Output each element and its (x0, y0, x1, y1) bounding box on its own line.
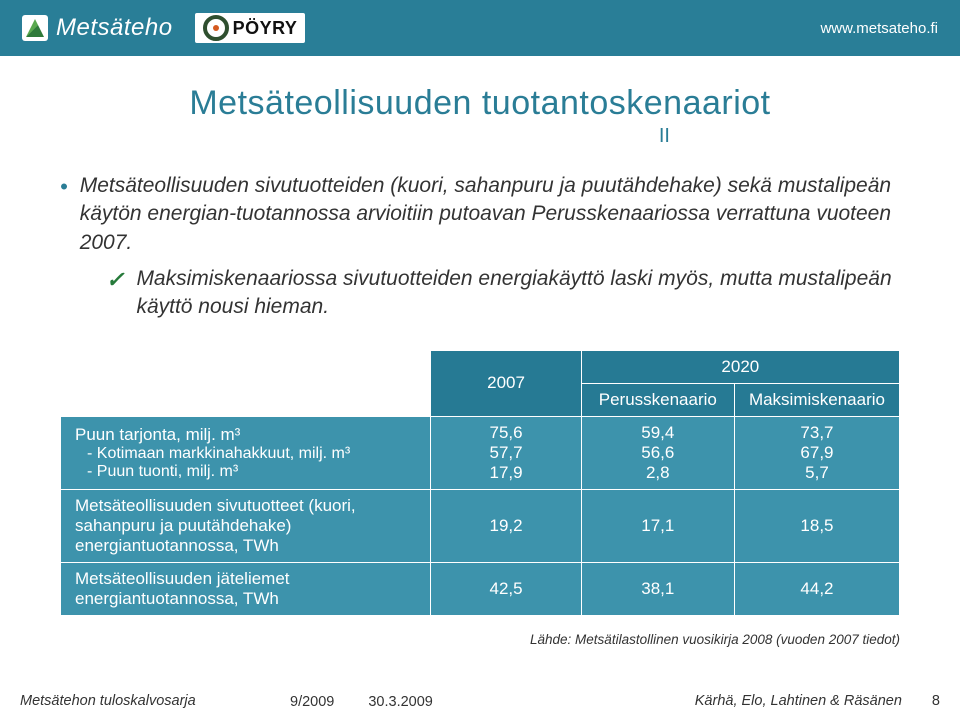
logo-group: Metsäteho PÖYRY (22, 13, 305, 43)
row-3-v2007: 42,5 (431, 562, 581, 615)
row-2-v2007: 19,2 (431, 489, 581, 562)
poyry-logo: PÖYRY (195, 13, 306, 43)
slide-title: Metsäteollisuuden tuotantoskenaariot (60, 84, 900, 123)
row-1-v2020b: 73,7 67,9 5,7 (734, 416, 899, 489)
row-1-v2007: 75,6 57,7 17,9 (431, 416, 581, 489)
header-url: www.metsateho.fi (820, 20, 938, 37)
check-icon: ✓ (106, 265, 124, 322)
metsateho-icon (22, 15, 48, 41)
slide-subtitle: II (60, 125, 900, 148)
metsateho-logo: Metsäteho (22, 14, 173, 42)
footer-page: 8 (932, 693, 940, 709)
row-1-sub2: - Puun tuonti, milj. m³ (75, 463, 416, 481)
data-table: 2007 2020 Perusskenaario Maksimiskenaari… (60, 350, 900, 616)
table-row: Metsäteollisuuden jäteliemet energiantuo… (61, 562, 900, 615)
table-row: Puun tarjonta, milj. m³ - Kotimaan markk… (61, 416, 900, 489)
source-note: Lähde: Metsätilastollinen vuosikirja 200… (60, 632, 900, 647)
row-3-label: Metsäteollisuuden jäteliemet energiantuo… (61, 562, 431, 615)
row-1-sub1: - Kotimaan markkinahakkuut, milj. m³ (75, 445, 416, 463)
table-header-row-1: 2007 2020 (61, 350, 900, 383)
table-corner (61, 350, 431, 416)
row-2-v2020a: 17,1 (581, 489, 734, 562)
bullet-2-text: Maksimiskenaariossa sivutuotteiden energ… (136, 265, 900, 322)
row-2-v2020b: 18,5 (734, 489, 899, 562)
bullet-2: ✓ Maksimiskenaariossa sivutuotteiden ene… (106, 265, 900, 322)
poyry-icon (203, 15, 229, 41)
footer-issue: 9/2009 (290, 694, 334, 710)
bullet-list: • Metsäteollisuuden sivutuotteiden (kuor… (60, 172, 900, 322)
content-area: Metsäteollisuuden tuotantoskenaariot II … (0, 56, 960, 686)
row-1-label: Puun tarjonta, milj. m³ - Kotimaan markk… (61, 416, 431, 489)
footer-authors: Kärhä, Elo, Lahtinen & Räsänen (695, 693, 902, 709)
header-bar: Metsäteho PÖYRY www.metsateho.fi (0, 0, 960, 56)
footer-date: 30.3.2009 (368, 694, 433, 710)
row-3-v2020b: 44,2 (734, 562, 899, 615)
poyry-text: PÖYRY (233, 18, 298, 39)
row-1-main: Puun tarjonta, milj. m³ (75, 425, 240, 444)
col-perus: Perusskenaario (581, 383, 734, 416)
row-3-v2020a: 38,1 (581, 562, 734, 615)
footer-series: Metsätehon tuloskalvosarja (20, 693, 196, 709)
bullet-1: • Metsäteollisuuden sivutuotteiden (kuor… (60, 172, 900, 257)
table-row: Metsäteollisuuden sivutuotteet (kuori, s… (61, 489, 900, 562)
footer-mid: 9/2009 30.3.2009 (290, 694, 433, 710)
row-2-label: Metsäteollisuuden sivutuotteet (kuori, s… (61, 489, 431, 562)
metsateho-text: Metsäteho (56, 14, 173, 42)
bullet-dot-icon: • (60, 172, 68, 257)
col-2007: 2007 (431, 350, 581, 416)
bullet-1-text: Metsäteollisuuden sivutuotteiden (kuori,… (80, 172, 900, 257)
data-table-wrap: 2007 2020 Perusskenaario Maksimiskenaari… (60, 350, 900, 616)
footer-right: Kärhä, Elo, Lahtinen & Räsänen 8 (695, 693, 940, 709)
col-2020-group: 2020 (581, 350, 899, 383)
row-1-v2020a: 59,4 56,6 2,8 (581, 416, 734, 489)
col-maksimi: Maksimiskenaario (734, 383, 899, 416)
footer-bar: Metsätehon tuloskalvosarja 9/2009 30.3.2… (0, 686, 960, 716)
